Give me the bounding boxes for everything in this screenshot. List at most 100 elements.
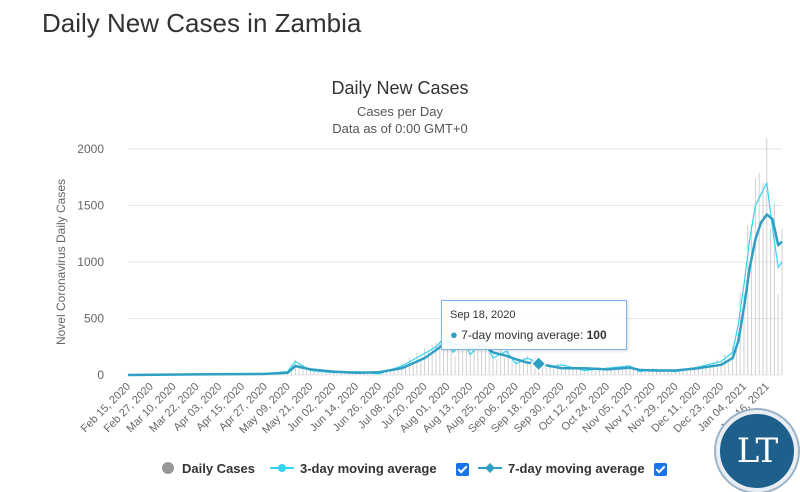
daily-bar (503, 358, 505, 375)
daily-bar (735, 344, 737, 375)
daily-bar (716, 359, 718, 375)
daily-bar (557, 362, 559, 375)
daily-bar (591, 368, 593, 375)
daily-bar (405, 365, 407, 375)
daily-bar (602, 369, 604, 375)
legend-3day-marker-icon (270, 464, 294, 472)
y-tick-label: 1500 (77, 199, 104, 213)
site-logo: LT (716, 410, 798, 492)
y-tick-label: 0 (97, 368, 104, 382)
daily-bar (302, 364, 304, 375)
daily-bar (454, 356, 456, 375)
daily-bar (473, 344, 475, 375)
legend-7day-marker-icon (478, 463, 502, 473)
daily-bar (606, 366, 608, 375)
y-tick-label: 1000 (77, 255, 104, 269)
daily-bar (568, 366, 570, 375)
tooltip-series-label: 7-day moving average: (461, 328, 587, 342)
daily-bar (484, 336, 486, 375)
legend-3day-label: 3-day moving average (300, 460, 437, 476)
daily-bar (363, 373, 365, 375)
daily-bar (781, 228, 783, 375)
daily-bar (340, 372, 342, 375)
daily-bar (507, 347, 509, 375)
daily-bar (397, 367, 399, 375)
daily-bar (701, 366, 703, 375)
daily-bar (694, 369, 696, 375)
daily-bar (682, 368, 684, 375)
daily-bar (481, 337, 483, 375)
daily-bar (526, 355, 528, 375)
legend-daily-cases[interactable]: Daily Cases (160, 460, 255, 476)
daily-bar (724, 354, 726, 375)
daily-bar (637, 371, 639, 375)
daily-bar (420, 357, 422, 375)
daily-bar (519, 361, 521, 375)
daily-bar (618, 366, 619, 375)
tooltip: Sep 18, 2020 ● 7-day moving average: 100 (441, 300, 627, 350)
legend-7day-label: 7-day moving average (508, 460, 645, 476)
tooltip-value-line: ● 7-day moving average: 100 (450, 327, 607, 342)
logo-text: LT (736, 431, 778, 471)
legend-7day[interactable]: 7-day moving average (478, 460, 645, 476)
daily-bar (587, 370, 589, 375)
daily-bar (336, 372, 338, 375)
daily-bar (458, 338, 460, 375)
daily-bar (522, 357, 524, 375)
daily-bar (386, 370, 388, 375)
daily-bar (465, 337, 467, 375)
daily-bar (690, 366, 692, 375)
daily-bar (313, 371, 315, 375)
daily-bar (393, 367, 395, 375)
daily-bar (412, 363, 414, 375)
daily-bar (732, 345, 734, 375)
daily-bar (728, 358, 730, 375)
daily-bar (705, 363, 707, 375)
daily-bar (545, 367, 547, 375)
daily-bar (332, 372, 334, 375)
daily-bar (652, 369, 654, 375)
daily-bar (648, 368, 650, 375)
daily-bar (754, 178, 756, 375)
chart-subtitle: Cases per Day (357, 104, 443, 119)
daily-bar (659, 369, 661, 375)
page-heading: Daily New Cases in Zambia (42, 8, 362, 38)
y-tick-label: 500 (84, 312, 104, 326)
daily-bar (762, 182, 764, 375)
daily-bar (325, 371, 327, 375)
daily-bar (298, 362, 300, 375)
daily-bar (306, 368, 308, 375)
daily-bar (477, 343, 479, 375)
tooltip-series-dot: ● (450, 327, 458, 342)
daily-bar (686, 370, 688, 375)
daily-bar (530, 358, 532, 375)
legend-3day[interactable]: 3-day moving average (270, 460, 437, 476)
daily-bar (424, 348, 426, 375)
daily-bar (579, 369, 581, 375)
daily-bar (614, 366, 616, 375)
daily-bar (439, 341, 441, 375)
daily-bar (572, 366, 574, 375)
legend-7day-checkbox[interactable] (654, 463, 667, 476)
daily-bar (321, 372, 323, 375)
daily-bar (598, 367, 600, 375)
daily-bar (446, 338, 448, 375)
daily-bar (431, 345, 433, 375)
daily-bar (743, 295, 745, 375)
daily-bar (515, 360, 517, 375)
daily-bar (709, 363, 711, 375)
daily-bar (416, 352, 418, 375)
daily-bar (697, 364, 699, 375)
legend-3day-checkbox[interactable] (456, 463, 469, 476)
daily-bar (427, 350, 429, 375)
daily-bar (751, 224, 753, 375)
daily-bar (671, 371, 673, 375)
chart-title: Daily New Cases (331, 78, 469, 98)
daily-bar (576, 367, 578, 375)
daily-bar (766, 138, 768, 375)
hover-point-marker (530, 355, 547, 372)
daily-bar (443, 329, 445, 375)
daily-bar (625, 364, 627, 375)
daily-bar (549, 364, 551, 375)
